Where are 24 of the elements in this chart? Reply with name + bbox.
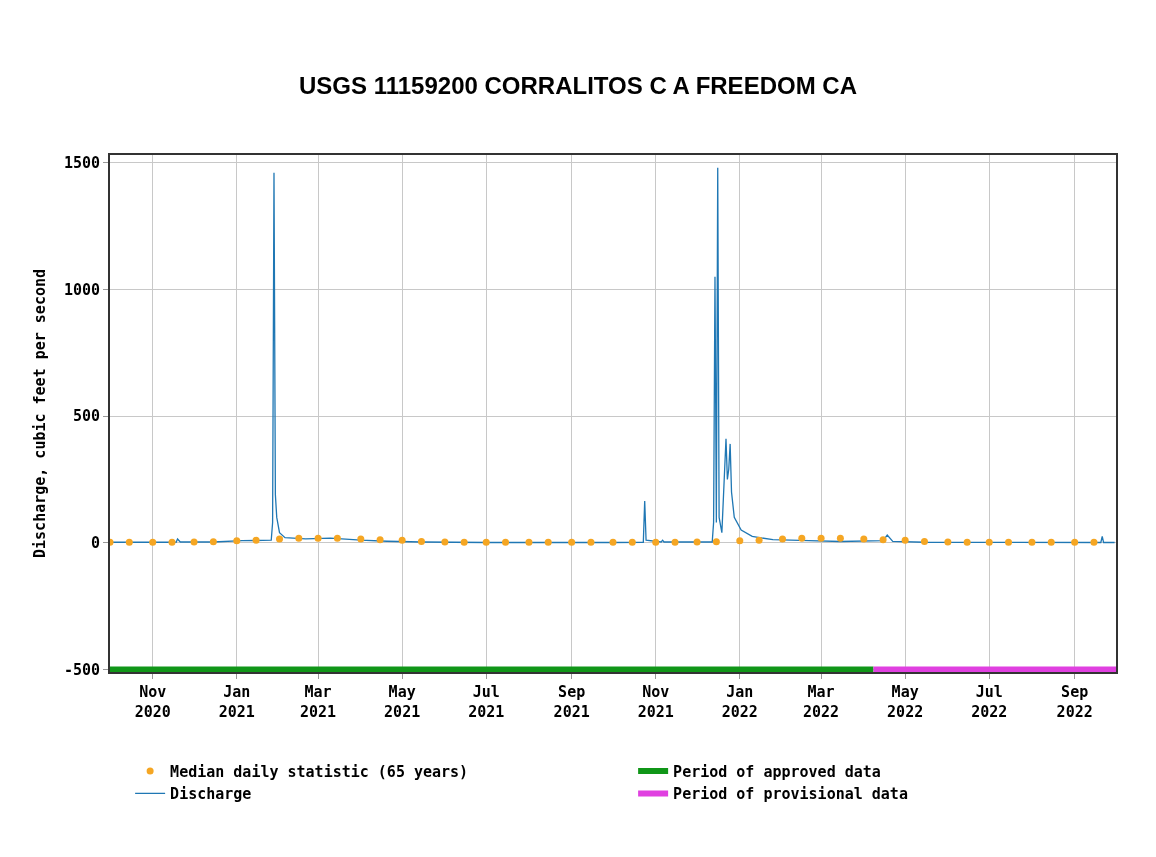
x-tick-label: Sep 2021 bbox=[553, 683, 590, 721]
y-tick-label: 1500 bbox=[63, 153, 100, 172]
x-tick-label: Jul 2021 bbox=[468, 683, 505, 721]
x-tick-label: Mar 2021 bbox=[300, 683, 337, 721]
y-tick-label: 1000 bbox=[63, 280, 100, 299]
y-axis-title: Discharge, cubic feet per second bbox=[30, 269, 49, 558]
legend-label: Period of approved data bbox=[673, 762, 881, 781]
legend-label: Period of provisional data bbox=[673, 785, 908, 804]
x-tick-label: Mar 2022 bbox=[803, 683, 840, 721]
x-tick-label: Nov 2021 bbox=[637, 683, 674, 721]
x-tick-label: May 2022 bbox=[887, 683, 924, 721]
x-tick-label: Jan 2022 bbox=[721, 683, 758, 721]
legend-label: Discharge bbox=[170, 785, 252, 804]
x-tick-label: May 2021 bbox=[384, 683, 421, 721]
legend-label: Median daily statistic (65 years) bbox=[170, 762, 469, 781]
chart-title: USGS 11159200 CORRALITOS C A FREEDOM CA bbox=[299, 71, 857, 99]
x-tick-label: Sep 2022 bbox=[1056, 683, 1093, 721]
y-tick-label: 500 bbox=[72, 407, 100, 426]
y-tick-label: -500 bbox=[63, 660, 100, 679]
x-tick-label: Nov 2020 bbox=[134, 683, 171, 721]
line-series bbox=[110, 167, 1116, 544]
y-tick-label: 0 bbox=[90, 534, 100, 552]
x-tick-label: Jan 2021 bbox=[218, 683, 255, 721]
x-tick-label: Jul 2022 bbox=[971, 683, 1008, 721]
